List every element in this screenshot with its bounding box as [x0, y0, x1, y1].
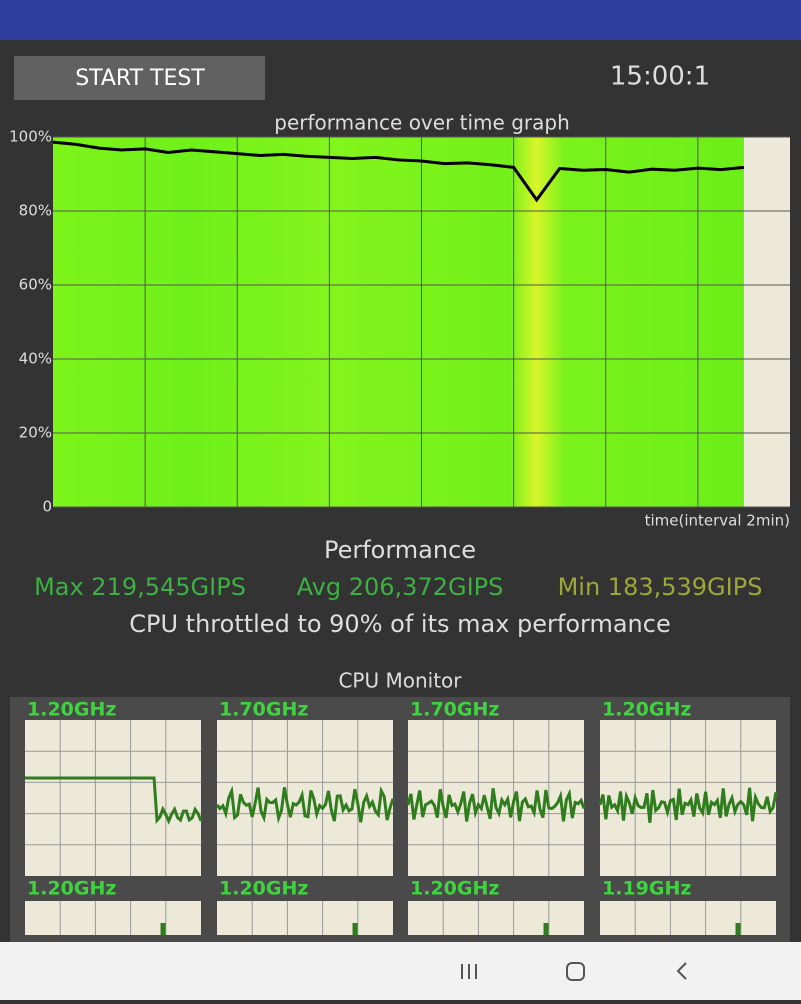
cores: 1.20GHz 1.70GHz 1.70GHz 1.20GHz 1.20GHz 1.20G…: [25, 699, 778, 935]
core-line: [406, 788, 586, 822]
core-frequency: 1.20GHz: [27, 699, 116, 721]
core-line: [598, 787, 778, 823]
core-spike: [543, 923, 549, 935]
core-line: [25, 776, 203, 825]
core-graph: [408, 901, 584, 935]
core-graph: [600, 901, 776, 935]
stats-heading: Performance: [324, 536, 476, 564]
button-label[interactable]: START TEST: [75, 66, 205, 91]
y-tick-label: 60%: [19, 276, 52, 294]
core-frequency: 1.70GHz: [410, 699, 499, 721]
y-tick-label: 80%: [19, 202, 52, 220]
core-frequency: 1.19GHz: [602, 878, 691, 900]
core-frequency: 1.20GHz: [602, 699, 691, 721]
back-button[interactable]: [676, 962, 687, 980]
core-line: [215, 785, 395, 824]
chart-title: performance over time graph: [274, 111, 570, 135]
stat-min: Min 183,539GIPS: [558, 573, 763, 601]
plot: [52, 136, 790, 508]
core-frequency: 1.20GHz: [27, 878, 116, 900]
stat-avg: Avg 206,372GIPS: [297, 573, 504, 601]
start-button[interactable]: [14, 56, 265, 100]
core-spike: [735, 923, 741, 935]
core-graph: [600, 720, 776, 876]
recent-button[interactable]: [461, 964, 477, 979]
performance-line: [52, 140, 745, 203]
status-bar: [0, 0, 801, 40]
y-tick-label: 40%: [19, 350, 52, 368]
throttle-text: CPU throttled to 90% of its max performa…: [129, 610, 670, 638]
nav-icons: [461, 962, 687, 981]
core-spike: [352, 923, 358, 935]
nav-bar: [0, 942, 801, 1000]
core-graph: [25, 720, 201, 876]
cpu-monitor-title: CPU Monitor: [338, 669, 462, 693]
core-spike: [160, 923, 166, 935]
core-graph: [217, 901, 393, 935]
core-graph: [217, 720, 393, 876]
y-tick-label: 20%: [19, 424, 52, 442]
home-button[interactable]: [566, 962, 585, 981]
y-tick-label: 0: [42, 498, 52, 516]
core-frequency: 1.20GHz: [410, 878, 499, 900]
core-graph: [25, 901, 201, 935]
performance-fill: [53, 137, 744, 507]
timer: 15:00:1: [610, 62, 710, 92]
x-axis-label: time(interval 2min): [645, 512, 790, 530]
core-frequency: 1.20GHz: [219, 878, 308, 900]
y-tick-label: 100%: [9, 128, 52, 146]
stat-max: Max 219,545GIPS: [34, 573, 246, 601]
core-frequency: 1.70GHz: [219, 699, 308, 721]
